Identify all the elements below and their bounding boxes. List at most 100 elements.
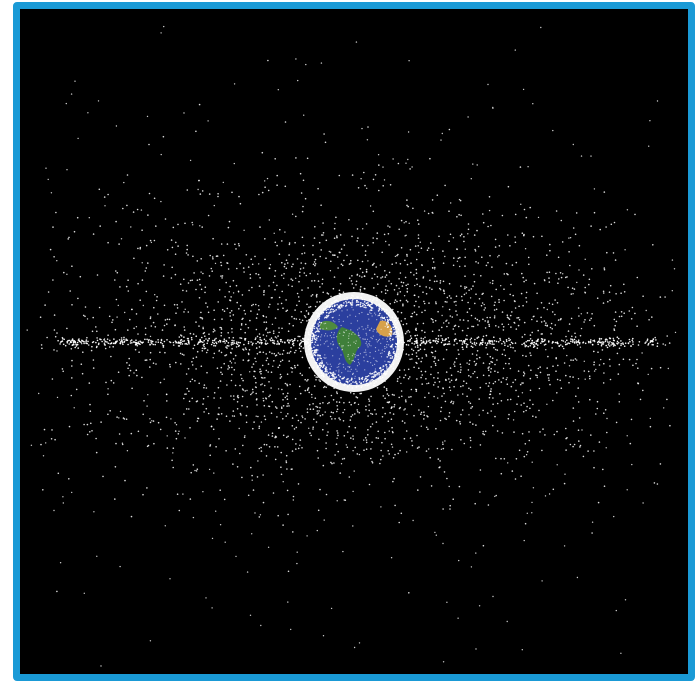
debris-point	[590, 434, 592, 436]
debris-point	[577, 429, 580, 432]
debris-point	[470, 566, 473, 568]
debris-point	[546, 367, 548, 369]
debris-point	[558, 278, 560, 280]
debris-point	[206, 371, 208, 374]
debris-point	[484, 307, 487, 309]
debris-point	[321, 334, 323, 336]
debris-point	[376, 341, 378, 343]
debris-point	[593, 466, 595, 469]
debris-point	[261, 151, 264, 154]
debris-point	[332, 287, 335, 290]
debris-point	[280, 376, 283, 378]
debris-point	[342, 334, 344, 337]
debris-point	[494, 363, 496, 366]
debris-point	[72, 339, 74, 342]
debris-point	[561, 345, 564, 348]
debris-point	[175, 361, 177, 364]
debris-point	[176, 307, 179, 309]
debris-point	[410, 337, 413, 340]
debris-point	[322, 372, 325, 375]
debris-point	[560, 317, 562, 320]
debris-point	[393, 403, 396, 406]
debris-point	[488, 366, 490, 368]
debris-point	[384, 292, 387, 295]
debris-point	[136, 374, 138, 377]
debris-point	[293, 351, 296, 354]
debris-point	[500, 400, 503, 402]
debris-point	[339, 305, 341, 308]
debris-point	[472, 325, 475, 328]
debris-point	[372, 178, 375, 181]
debris-point	[313, 325, 316, 328]
debris-point	[196, 260, 199, 262]
debris-point	[279, 360, 282, 363]
debris-point	[366, 379, 368, 382]
debris-point	[63, 271, 65, 274]
debris-point	[301, 289, 303, 291]
debris-point	[464, 275, 466, 278]
debris-point	[473, 280, 476, 283]
debris-point	[528, 263, 530, 266]
debris-point	[407, 329, 410, 332]
debris-point	[570, 317, 573, 320]
debris-point	[568, 342, 571, 345]
debris-point	[299, 372, 302, 375]
debris-point	[207, 339, 209, 342]
debris-point	[260, 341, 262, 344]
debris-point	[211, 537, 214, 540]
debris-point	[381, 416, 384, 418]
debris-point	[356, 274, 358, 276]
debris-point	[371, 303, 373, 306]
debris-point	[269, 264, 272, 266]
debris-point	[233, 342, 236, 344]
debris-point	[490, 360, 492, 363]
debris-point	[632, 343, 634, 346]
debris-point	[272, 492, 275, 494]
debris-point	[306, 320, 308, 322]
debris-point	[376, 232, 379, 234]
debris-point	[319, 414, 322, 417]
debris-point	[244, 347, 247, 349]
debris-point	[568, 251, 570, 253]
debris-point	[519, 166, 522, 168]
debris-point	[609, 340, 611, 343]
debris-point	[351, 387, 354, 389]
debris-point	[384, 347, 386, 350]
debris-point	[390, 319, 392, 322]
debris-point	[205, 302, 207, 304]
debris-point	[469, 437, 472, 439]
debris-point	[452, 237, 455, 239]
debris-point	[83, 342, 85, 345]
debris-point	[444, 184, 446, 187]
debris-point	[443, 292, 446, 295]
debris-point	[570, 359, 572, 361]
debris-point	[343, 332, 345, 334]
debris-point	[347, 345, 349, 347]
debris-point	[489, 371, 492, 373]
debris-point	[311, 396, 313, 398]
debris-point	[350, 415, 353, 418]
debris-point	[379, 264, 382, 266]
debris-point	[368, 409, 371, 412]
debris-point	[471, 342, 474, 345]
debris-point	[320, 362, 322, 364]
debris-point	[607, 344, 610, 346]
debris-point	[359, 353, 361, 355]
debris-point	[547, 355, 549, 358]
debris-point	[105, 381, 107, 384]
debris-point	[224, 296, 226, 298]
debris-point	[531, 318, 533, 321]
debris-point	[562, 347, 565, 350]
debris-point	[219, 524, 222, 526]
debris-point	[313, 237, 316, 239]
debris-point	[368, 344, 370, 346]
debris-point	[477, 245, 480, 248]
debris-point	[416, 283, 419, 286]
debris-point	[236, 466, 239, 468]
debris-point	[325, 322, 327, 324]
debris-point	[316, 364, 319, 366]
debris-point	[234, 354, 237, 357]
debris-point	[56, 590, 58, 593]
debris-point	[598, 364, 601, 366]
debris-point	[613, 318, 616, 321]
